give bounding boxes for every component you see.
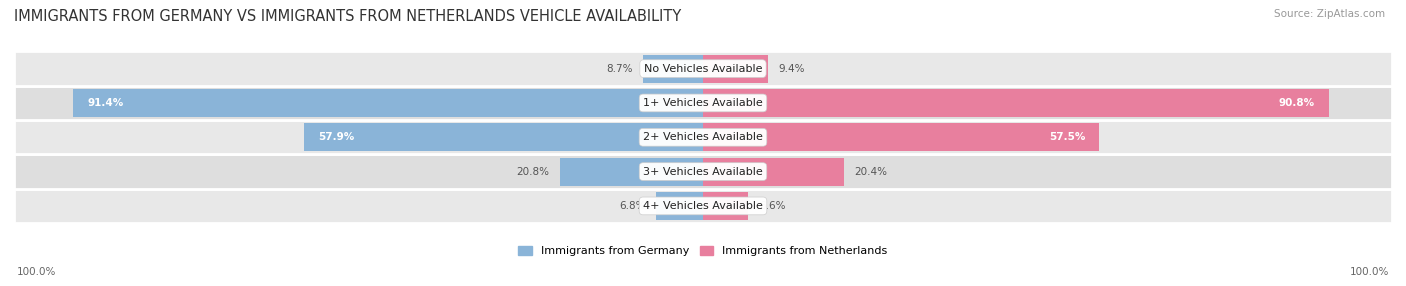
Bar [657,192,703,220]
Text: 20.4%: 20.4% [853,167,887,176]
Text: IMMIGRANTS FROM GERMANY VS IMMIGRANTS FROM NETHERLANDS VEHICLE AVAILABILITY: IMMIGRANTS FROM GERMANY VS IMMIGRANTS FR… [14,9,682,23]
Text: 2+ Vehicles Available: 2+ Vehicles Available [643,132,763,142]
Text: 4+ Vehicles Available: 4+ Vehicles Available [643,201,763,211]
Bar [643,55,703,83]
Text: 9.4%: 9.4% [778,64,804,74]
Bar [14,86,1392,120]
Text: 57.9%: 57.9% [318,132,354,142]
Text: 57.5%: 57.5% [1049,132,1085,142]
Text: 8.7%: 8.7% [606,64,633,74]
Text: 100.0%: 100.0% [17,267,56,277]
Legend: Immigrants from Germany, Immigrants from Netherlands: Immigrants from Germany, Immigrants from… [515,241,891,261]
Bar [14,51,1392,86]
Bar [14,189,1392,223]
Text: 91.4%: 91.4% [87,98,124,108]
Bar [703,123,1099,151]
Text: 1+ Vehicles Available: 1+ Vehicles Available [643,98,763,108]
Bar [703,55,768,83]
Text: 90.8%: 90.8% [1278,98,1315,108]
Bar [703,192,748,220]
Bar [14,120,1392,154]
Bar [703,158,844,186]
Text: 3+ Vehicles Available: 3+ Vehicles Available [643,167,763,176]
Text: 6.8%: 6.8% [619,201,645,211]
Bar [14,154,1392,189]
Text: 20.8%: 20.8% [516,167,550,176]
Text: 6.6%: 6.6% [759,201,786,211]
Text: No Vehicles Available: No Vehicles Available [644,64,762,74]
Text: 100.0%: 100.0% [1350,267,1389,277]
Bar [560,158,703,186]
Text: Source: ZipAtlas.com: Source: ZipAtlas.com [1274,9,1385,19]
Bar [304,123,703,151]
Bar [73,89,703,117]
Bar [703,89,1329,117]
